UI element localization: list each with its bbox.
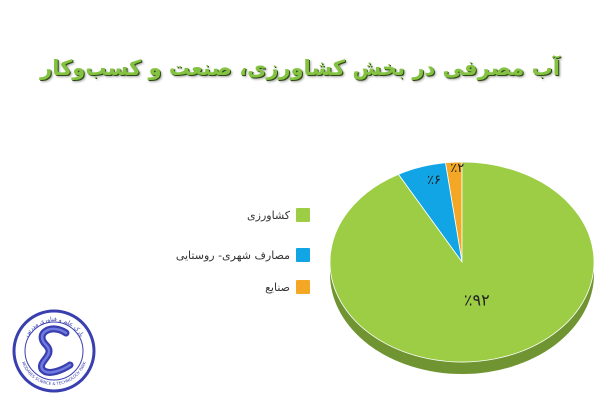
s-wave-logo-icon: پارک علم و فناوری مدرس MODARES SCIENCE &… [12,309,96,393]
legend-item-agriculture: کشاورزی [247,205,310,225]
data-label-agriculture: ٪۹۲ [464,291,490,310]
legend-swatch-urban-rural [296,248,310,262]
data-label-industry: ٪۲ [450,161,464,176]
legend-label-industry: صنایع [265,280,290,294]
pie-data-labels: ٪۲ ٪۶ ٪۹۲ [427,161,490,310]
chart-title: آب مصرفی در بخش کشاورزی، صنعت و کسب‌وکار [40,56,560,80]
legend-item-industry: صنایع [265,277,310,297]
park-logo: پارک علم و فناوری مدرس MODARES SCIENCE &… [8,305,100,397]
legend-label-agriculture: کشاورزی [247,208,290,222]
legend-item-urban-rural: مصارف شهری- روستایی [176,245,310,265]
legend-swatch-industry [296,280,310,294]
slice-agriculture [329,161,595,363]
legend-swatch-agriculture [296,208,310,222]
data-label-urban-rural: ٪۶ [427,173,441,188]
pie-slices [329,161,595,363]
legend-label-urban-rural: مصارف شهری- روستایی [175,248,290,262]
